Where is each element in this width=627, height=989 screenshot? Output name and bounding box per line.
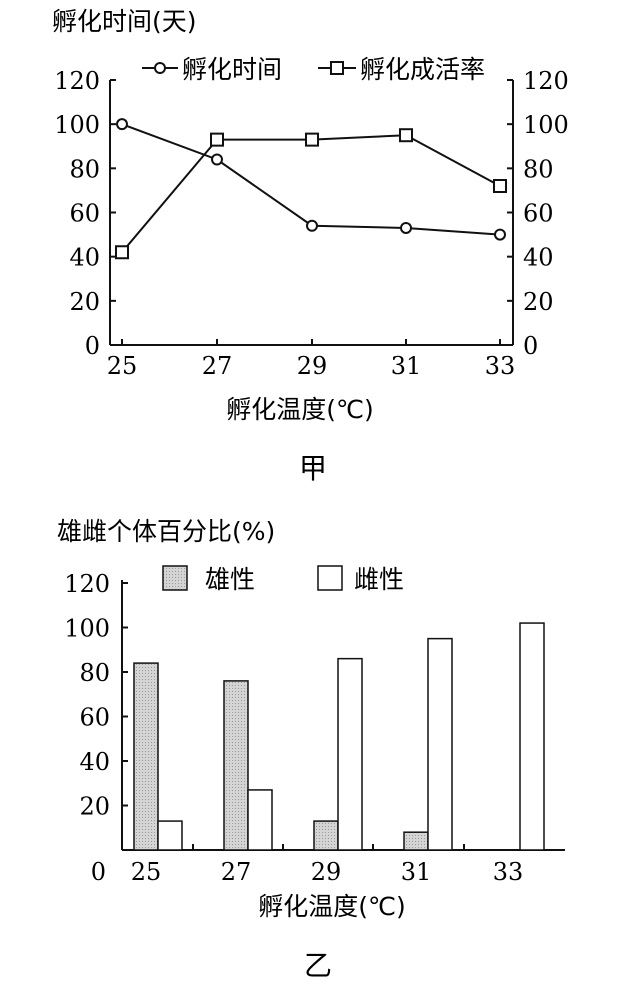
y-tick-label-left: 60: [69, 200, 100, 228]
data-point-survival: [305, 132, 319, 147]
x-tick-label: 25: [131, 858, 162, 886]
x-tick-label: 33: [493, 858, 524, 886]
y-tick-label: 0: [91, 858, 106, 886]
y-tick-label-left: 100: [54, 111, 100, 139]
y-tick-label: 120: [64, 570, 110, 598]
legend-swatch-female: [317, 565, 343, 591]
data-point-survival: [399, 128, 413, 143]
data-point-survival: [493, 179, 507, 193]
x-tick-label: 27: [221, 858, 252, 886]
y-tick-label-right: 20: [523, 288, 554, 316]
data-point-hatch-time: [400, 221, 412, 234]
y-tick-label-left: 80: [69, 155, 100, 183]
series-line-survival: [121, 134, 501, 253]
x-tick-label: 31: [391, 352, 422, 380]
y-tick-label: 20: [79, 793, 110, 821]
y-tick-label-right: 60: [523, 200, 554, 228]
y-axis-label-left: 孵化时间(天): [52, 7, 197, 36]
y-tick-label: 100: [64, 615, 110, 643]
y-axis-label: 雄雌个体百分比(%): [57, 517, 275, 546]
x-tick-label: 29: [311, 858, 342, 886]
legend-marker-circle: [154, 62, 166, 74]
x-axis-label: 孵化温度(℃): [226, 395, 374, 424]
data-point-survival: [115, 245, 129, 260]
data-point-hatch-time: [116, 118, 128, 131]
legend: 雄性 雌性: [162, 565, 404, 594]
x-tick-label: 31: [401, 858, 432, 886]
legend-marker-square: [330, 61, 344, 75]
x-tick-label: 33: [485, 352, 516, 380]
data-point-hatch-time: [306, 219, 318, 232]
chart-hatch-time-survival: 孵化时间(天) 0 20 40 60 80 100 120 0 20 40 60 80 100 120 25…: [52, 7, 569, 485]
y-tick-label: 80: [79, 659, 110, 687]
bar-female: [247, 789, 273, 851]
y-tick-label: 60: [79, 704, 110, 732]
x-tick-label: 27: [202, 352, 233, 380]
bar-male: [133, 662, 159, 851]
bar-male: [313, 820, 339, 851]
y-tick-label-right: 40: [523, 244, 554, 272]
legend-label-time: 孵化时间: [182, 55, 282, 84]
y-tick-label-right: 120: [523, 67, 569, 95]
chart-sex-ratio: 雄雌个体百分比(%) 0 20 40 60 80 100 120 25 27 29 31 33 雄性 …: [57, 517, 565, 982]
legend: 孵化时间 孵化成活率: [142, 55, 485, 84]
legend-label-survival: 孵化成活率: [360, 55, 485, 84]
y-tick-label-left: 120: [54, 67, 100, 95]
y-tick-label-left: 20: [69, 288, 100, 316]
bar-male: [403, 831, 429, 851]
legend-swatch-male: [162, 565, 188, 591]
bar-male: [223, 680, 249, 851]
bar-female: [427, 637, 453, 851]
data-point-hatch-time: [494, 228, 506, 241]
y-tick-label-right: 100: [523, 111, 569, 139]
panel-label-jia: 甲: [299, 452, 327, 485]
data-point-hatch-time: [211, 153, 223, 166]
y-tick-label: 40: [79, 748, 110, 776]
x-axis-label: 孵化温度(℃): [258, 892, 406, 921]
legend-label-male: 雄性: [205, 565, 255, 594]
y-tick-label-left: 40: [69, 244, 100, 272]
x-tick-label: 29: [297, 352, 328, 380]
data-point-survival: [210, 132, 224, 147]
bar-female: [337, 657, 363, 851]
bar-female: [519, 622, 545, 851]
y-tick-label-right: 80: [523, 155, 554, 183]
y-tick-label-left: 0: [85, 332, 100, 360]
legend-label-female: 雌性: [354, 565, 404, 594]
bar-female: [157, 820, 183, 851]
x-tick-label: 25: [107, 352, 138, 380]
y-tick-label-right: 0: [523, 332, 538, 360]
panel-label-yi: 乙: [304, 949, 332, 982]
